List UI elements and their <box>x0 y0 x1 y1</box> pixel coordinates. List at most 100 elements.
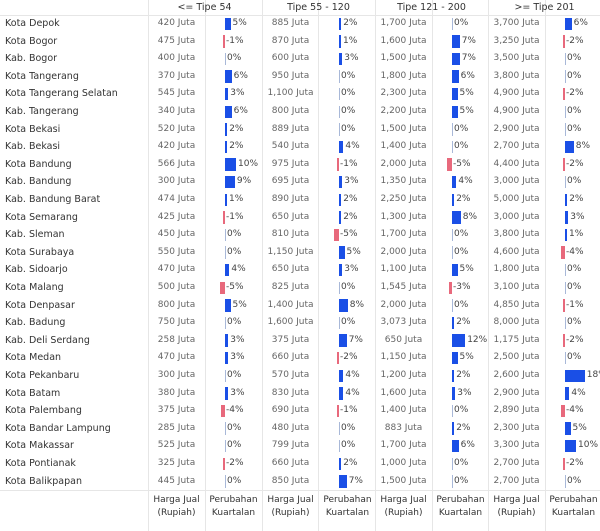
city-name[interactable]: Kota Semarang <box>5 211 78 223</box>
city-name[interactable]: Kota Pontianak <box>5 458 76 469</box>
price-value: 690 Juta <box>271 405 310 416</box>
change-bar <box>225 193 227 206</box>
group-header[interactable]: Tipe 121 - 200 <box>397 2 466 13</box>
city-name[interactable]: Kab. Tangerang <box>5 106 79 117</box>
price-value: 540 Juta <box>271 141 310 152</box>
change-bar <box>452 334 466 347</box>
change-bar <box>225 316 226 330</box>
city-name[interactable]: Kota Denpasar <box>5 299 75 311</box>
change-bar <box>452 193 455 206</box>
change-percent: 2% <box>229 141 244 152</box>
change-bar <box>565 263 566 277</box>
city-name[interactable]: Kota Tangerang <box>5 70 79 82</box>
city-name[interactable]: Kota Depok <box>5 18 60 29</box>
change-bar <box>565 281 566 294</box>
change-percent: 0% <box>567 475 582 486</box>
change-bar <box>339 439 340 453</box>
city-name[interactable]: Kota Balikpapan <box>5 475 82 487</box>
price-value: 545 Juta <box>157 88 196 99</box>
price-value: 425 Juta <box>157 211 196 222</box>
city-name[interactable]: Kab. Bogor <box>5 53 58 65</box>
city-name[interactable]: Kota Bekasi <box>5 123 61 135</box>
city-name[interactable]: Kab. Badung <box>5 317 66 329</box>
change-bar <box>225 246 226 259</box>
change-percent: -5% <box>340 229 358 240</box>
change-bar <box>565 123 566 136</box>
price-value: 799 Juta <box>271 440 310 451</box>
change-column-label: Perubahan Kuartalan <box>319 494 376 520</box>
price-value: 660 Juta <box>271 352 310 363</box>
city-name[interactable]: Kota Pekanbaru <box>5 370 80 381</box>
change-percent: 0% <box>227 317 242 328</box>
change-percent: 0% <box>454 405 469 416</box>
change-bar <box>339 52 343 66</box>
change-percent: 0% <box>341 422 356 433</box>
price-value: 1,100 Juta <box>380 264 427 275</box>
table-row: Kab. Bandung Barat 474 Juta 1% 890 Juta 2% 2,… <box>0 191 600 209</box>
price-value: 650 Juta <box>271 211 310 222</box>
table-row: Kota Malang 500 Juta -5% 825 Juta 0% 1,545 Ju… <box>0 279 600 297</box>
change-bar <box>225 158 236 171</box>
price-value: 4,400 Juta <box>493 158 540 169</box>
city-name[interactable]: Kota Tangerang Selatan <box>5 88 118 100</box>
price-value: 480 Juta <box>271 422 310 433</box>
city-name[interactable]: Kab. Bekasi <box>5 141 61 153</box>
city-name[interactable]: Kab. Sleman <box>5 229 65 241</box>
price-value: 2,000 Juta <box>380 299 427 310</box>
group-header[interactable]: <= Tipe 54 <box>177 2 232 13</box>
city-name[interactable]: Kota Makassar <box>5 440 74 452</box>
city-name[interactable]: Kab. Bandung <box>5 176 72 188</box>
column-divider <box>432 0 433 531</box>
price-value: 3,000 Juta <box>493 176 540 187</box>
city-name[interactable]: Kota Malang <box>5 282 64 293</box>
group-header[interactable]: Tipe 55 - 120 <box>287 2 350 13</box>
city-name[interactable]: Kota Surabaya <box>5 246 75 258</box>
change-bar <box>565 422 571 435</box>
change-percent: 5% <box>346 246 361 257</box>
price-value: 1,100 Juta <box>267 88 314 99</box>
city-name[interactable]: Kota Bandar Lampung <box>5 422 111 434</box>
change-bar <box>452 387 456 400</box>
price-value: 325 Juta <box>157 458 196 468</box>
change-percent: 0% <box>227 475 242 486</box>
group-header[interactable]: >= Tipe 201 <box>514 2 575 13</box>
city-name[interactable]: Kota Batam <box>5 387 61 399</box>
table-row: Kota Palembang 375 Juta -4% 690 Juta -1% 1,40… <box>0 402 600 420</box>
price-value: 800 Juta <box>271 106 310 116</box>
city-name[interactable]: Kab. Bandung Barat <box>5 194 101 205</box>
change-bar <box>225 369 226 382</box>
change-bar <box>225 387 229 400</box>
change-percent: -2% <box>566 334 584 345</box>
change-bar <box>339 17 342 30</box>
price-value: 470 Juta <box>157 352 196 363</box>
change-percent: 0% <box>341 106 356 116</box>
city-name[interactable]: Kota Bogor <box>5 35 58 47</box>
change-bar <box>333 228 339 242</box>
change-bar <box>339 246 345 259</box>
city-name[interactable]: Kota Bandung <box>5 158 72 170</box>
price-value: 450 Juta <box>157 229 196 240</box>
column-divider <box>375 0 376 531</box>
city-name[interactable]: Kota Palembang <box>5 405 82 417</box>
change-bar <box>339 422 340 435</box>
change-bar <box>223 211 225 224</box>
price-label-line1: Harga Jual <box>493 495 540 505</box>
change-percent: 0% <box>454 246 469 257</box>
table-row: Kab. Tangerang 340 Juta 6% 800 Juta 0% 2,200 … <box>0 103 600 121</box>
price-value: 2,300 Juta <box>380 88 427 99</box>
city-name[interactable]: Kab. Deli Serdang <box>5 334 90 346</box>
price-value: 4,900 Juta <box>493 106 540 116</box>
change-bar <box>565 316 566 330</box>
city-name[interactable]: Kab. Sidoarjo <box>5 264 68 276</box>
change-bar <box>452 140 453 154</box>
price-value: 375 Juta <box>271 334 310 345</box>
price-value: 1,545 Juta <box>380 282 427 292</box>
change-column-label: Perubahan Kuartalan <box>432 494 489 520</box>
price-value: 1,400 Juta <box>380 141 427 152</box>
city-name[interactable]: Kota Medan <box>5 352 62 364</box>
change-label-line2: Kuartalan <box>551 508 596 518</box>
price-value: 810 Juta <box>271 229 310 240</box>
price-value: 870 Juta <box>271 35 310 46</box>
change-percent: 0% <box>454 458 469 468</box>
change-bar <box>225 351 229 365</box>
